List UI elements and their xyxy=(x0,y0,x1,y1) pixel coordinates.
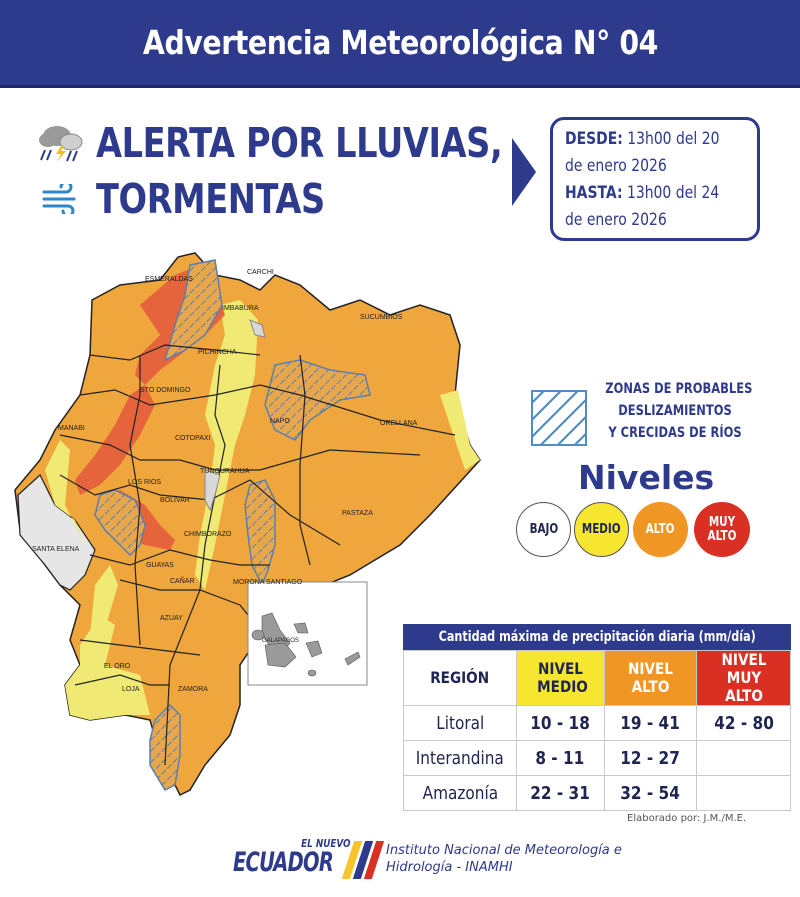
province-label: SANTA ELENA xyxy=(32,546,80,553)
province-label: PICHINCHA xyxy=(198,349,237,356)
province-label: STO DOMINGO xyxy=(140,387,191,394)
table-row: Amazonía 22 - 31 32 - 54 xyxy=(403,775,791,811)
province-label: MORONA SANTIAGO xyxy=(233,579,303,586)
province-label: CARCHI xyxy=(247,269,274,276)
province-label: TUNGURAHUA xyxy=(200,468,250,475)
province-labels: ESMERALDAS CARCHI IMBABURA SUCUMBIOS PIC… xyxy=(0,245,500,825)
ecuador-logo: EL NUEVO ECUADOR xyxy=(233,835,385,883)
storm-cloud-icon xyxy=(36,118,88,168)
from-value-2: de enero 2026 xyxy=(565,156,667,176)
province-label: NAPO xyxy=(270,418,290,425)
level-muy-alto: MUY ALTO xyxy=(694,502,750,557)
province-label: ZAMORA xyxy=(178,686,208,693)
from-label: DESDE: xyxy=(565,129,623,149)
province-label: PASTAZA xyxy=(342,510,373,517)
alert-title-line2: TORMENTAS xyxy=(96,175,325,223)
province-label: LOS RIOS xyxy=(128,479,162,486)
credit-text: Elaborado por: J.M./M.E. xyxy=(627,813,747,824)
to-value: 13h00 del 24 xyxy=(626,183,720,203)
header-region: REGIÓN xyxy=(403,650,517,706)
province-label: IMBABURA xyxy=(222,305,259,312)
header-nivel-medio: NIVEL MEDIO xyxy=(515,650,605,706)
landslide-zone-swatch xyxy=(531,390,587,446)
levels-title: Niveles xyxy=(578,458,715,497)
landslide-zone-legend: ZONAS DE PROBABLES DESLIZAMIENTOS Y CREC… xyxy=(590,378,760,444)
validity-box: DESDE: 13h00 del 20 de enero 2026 HASTA:… xyxy=(550,117,760,241)
legend-line: DESLIZAMIENTOS xyxy=(618,403,732,419)
province-label: BOLIVAR xyxy=(160,497,190,504)
alert-title-line1: ALERTA POR LLUVIAS, xyxy=(96,119,503,167)
province-label: LOJA xyxy=(122,686,140,693)
header-nivel-alto: NIVEL ALTO xyxy=(603,650,698,706)
level-medio: MEDIO xyxy=(574,502,629,557)
level-bajo: BAJO xyxy=(516,502,571,557)
svg-text:GUAYAS: GUAYAS xyxy=(146,561,174,569)
province-label: CHIMBORAZO xyxy=(184,531,232,538)
arrow-right-icon xyxy=(512,138,536,206)
footer: EL NUEVO ECUADOR Instituto Nacional de M… xyxy=(233,835,622,883)
header-nivel-muy-alto: NIVEL MUY ALTO xyxy=(696,650,791,706)
table-row: Litoral 10 - 18 19 - 41 42 - 80 xyxy=(403,705,791,741)
alert-heading: ALERTA POR LLUVIAS, TORMENTAS xyxy=(36,115,592,227)
header-banner: Advertencia Meteorológica N° 04 xyxy=(0,0,800,88)
province-label: MANABI xyxy=(58,425,85,432)
legend-line: ZONAS DE PROBABLES xyxy=(605,381,753,397)
province-label: COTOPAXI xyxy=(175,435,211,442)
to-value-2: de enero 2026 xyxy=(565,210,667,230)
province-label: AZUAY xyxy=(160,615,183,622)
legend-line: Y CRECIDAS DE RÍOS xyxy=(608,425,742,441)
to-label: HASTA: xyxy=(565,183,623,203)
table-row: Interandina 8 - 11 12 - 27 xyxy=(403,740,791,776)
page-title: Advertencia Meteorológica N° 04 xyxy=(142,23,658,62)
table-title: Cantidad máxima de precipitación diaria … xyxy=(403,624,791,650)
institution-name: Instituto Nacional de Meteorología e Hid… xyxy=(386,843,622,875)
province-label: SUCUMBIOS xyxy=(360,314,403,321)
province-label: GALAPAGOS xyxy=(262,638,299,644)
from-value: 13h00 del 20 xyxy=(627,129,720,149)
province-label: CAÑAR xyxy=(170,578,195,585)
wind-icon xyxy=(36,174,88,224)
ecuador-map: GUAYAS ESMERALDAS CARCHI IMBABURA SUCUMB… xyxy=(0,245,500,825)
precipitation-table: Cantidad máxima de precipitación diaria … xyxy=(403,624,791,811)
province-label: ORELLANA xyxy=(380,420,418,427)
province-label: ESMERALDAS xyxy=(145,276,193,283)
province-label: EL ORO xyxy=(104,663,131,670)
level-alto: ALTO xyxy=(633,502,688,557)
